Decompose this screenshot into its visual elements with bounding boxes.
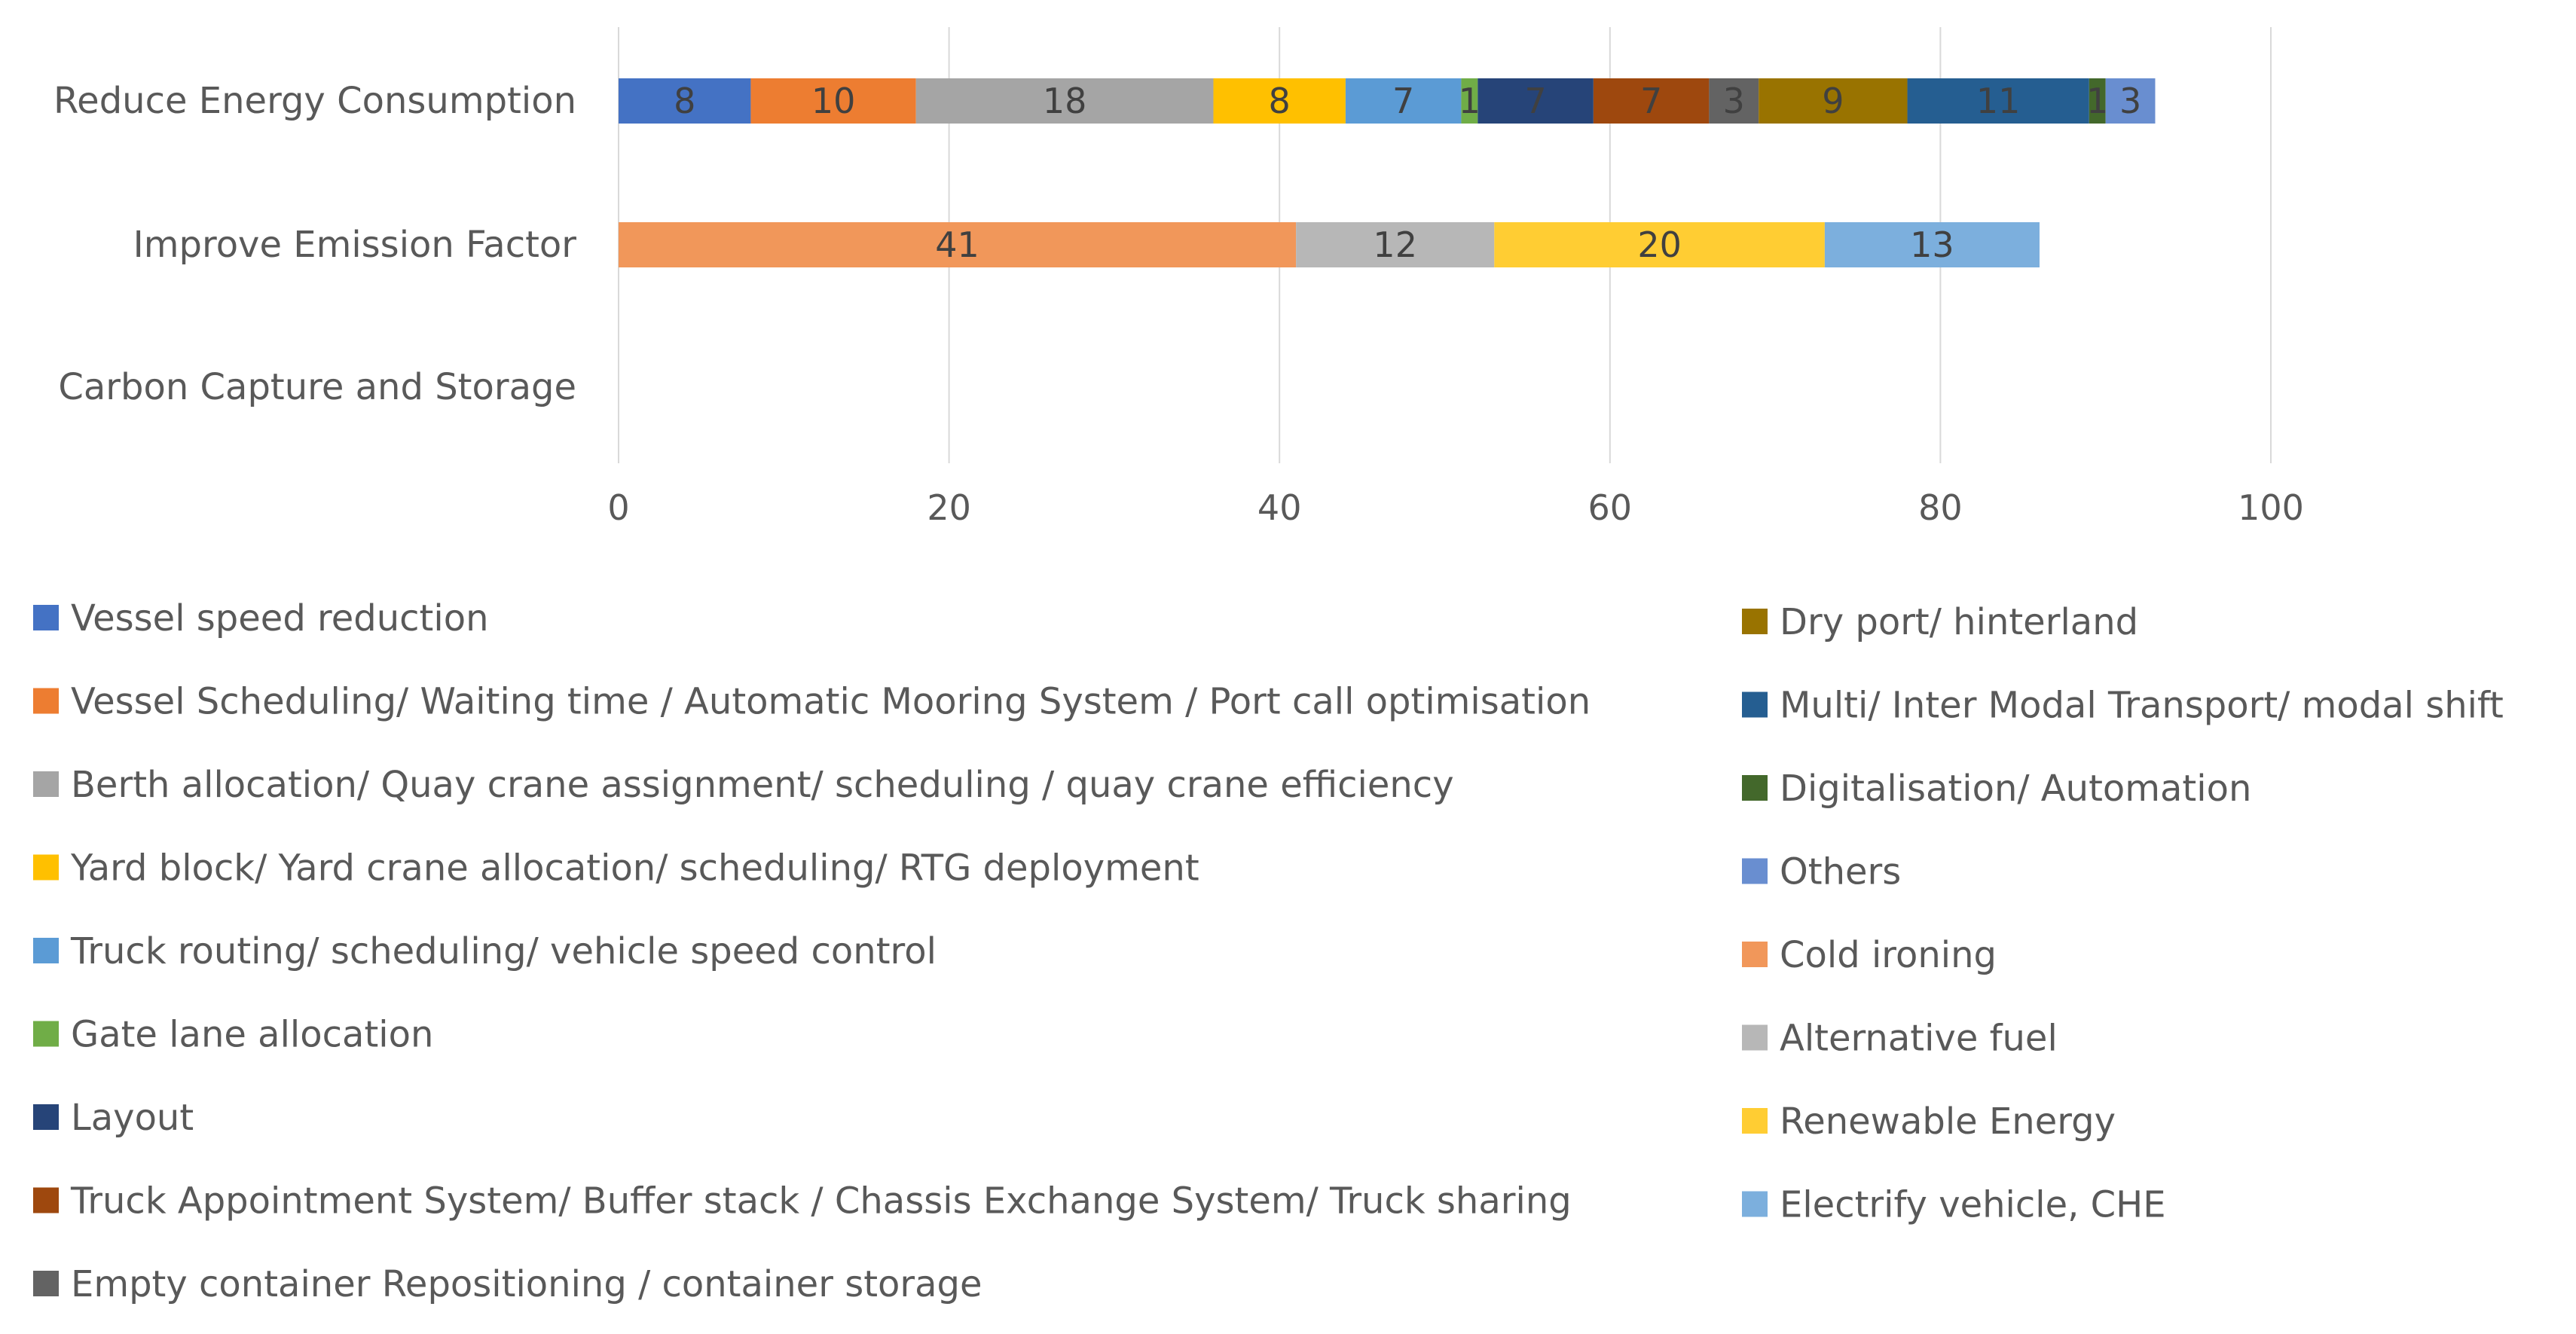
data-label: 18 — [1043, 81, 1087, 121]
legend-swatch — [1742, 775, 1768, 801]
legend-swatch — [33, 688, 59, 714]
bar-segment — [1296, 222, 1495, 267]
data-label: 41 — [935, 224, 979, 265]
legend-label: Gate lane allocation — [71, 1014, 433, 1056]
data-label: 7 — [1524, 81, 1546, 121]
bar-segment — [619, 78, 751, 124]
legend-swatch — [33, 1271, 59, 1296]
data-label: 8 — [674, 81, 695, 121]
bar-segment — [750, 78, 916, 124]
x-tick-label: 80 — [1918, 487, 1963, 528]
legend-label: Yard block/ Yard crane allocation/ sched… — [70, 847, 1199, 890]
category-label: Reduce Energy Consumption — [53, 80, 576, 122]
legend-swatch — [1742, 1108, 1768, 1134]
bar-segment — [1213, 78, 1346, 124]
data-label: 9 — [1822, 81, 1844, 121]
legend-label: Berth allocation/ Quay crane assignment/… — [71, 764, 1454, 806]
x-axis-ticks: 0 20 40 60 80 100 — [607, 487, 2304, 528]
legend-swatch — [33, 1104, 59, 1130]
legend-swatch — [1742, 942, 1768, 967]
legend-swatch — [33, 771, 59, 797]
legend-swatch — [1742, 691, 1768, 718]
legend-label: Electrify vehicle, CHE — [1780, 1184, 2166, 1226]
legend-swatch — [33, 938, 59, 963]
bar-segment — [2105, 78, 2156, 124]
x-tick-label: 40 — [1257, 487, 1302, 528]
bar-segments: 8 10 18 8 7 1 7 7 3 9 11 1 341 12 20 13 — [619, 78, 2156, 267]
legend-label: Digitalisation/ Automation — [1780, 768, 2251, 810]
bar-segment — [619, 222, 1297, 267]
data-label: 20 — [1637, 224, 1682, 265]
bar-segment — [1345, 78, 1462, 124]
data-label: 1 — [1459, 81, 1481, 121]
data-label: 7 — [1392, 81, 1414, 121]
legend-swatch — [33, 1021, 59, 1047]
data-label: 3 — [2119, 81, 2141, 121]
data-label: 3 — [1723, 81, 1745, 121]
legend-swatch — [33, 605, 59, 630]
x-tick-label: 100 — [2238, 487, 2304, 528]
bar-segment — [1824, 222, 2040, 267]
legend-label: Cold ironing — [1780, 934, 1997, 976]
category-label: Improve Emission Factor — [133, 224, 577, 266]
legend-label: Truck routing/ scheduling/ vehicle speed… — [70, 930, 937, 972]
bar-segment — [1461, 78, 1478, 124]
legend-swatch — [1742, 858, 1768, 884]
bar-segment — [1907, 78, 2089, 124]
legend-label: Alternative fuel — [1780, 1018, 2058, 1060]
legend-label: Vessel Scheduling/ Waiting time / Automa… — [71, 681, 1591, 723]
legend-label: Renewable Energy — [1780, 1100, 2116, 1143]
data-label: 13 — [1910, 224, 1954, 265]
x-tick-label: 0 — [607, 487, 629, 528]
bar-segment — [915, 78, 1214, 124]
legend-swatch — [1742, 609, 1768, 634]
data-label: 8 — [1269, 81, 1291, 121]
legend-label: Vessel speed reduction — [71, 597, 488, 640]
legend-swatch — [1742, 1024, 1768, 1051]
legend-label: Layout — [71, 1097, 194, 1139]
legend-label: Multi/ Inter Modal Transport/ modal shif… — [1780, 685, 2504, 727]
bar-segment — [1477, 78, 1594, 124]
legend-label: Others — [1780, 851, 1901, 893]
data-label: 11 — [1976, 81, 2021, 121]
category-labels: Reduce Energy Consumption Improve Emissio… — [53, 80, 576, 408]
bar-segment — [1593, 78, 1710, 124]
data-label: 7 — [1640, 81, 1662, 121]
x-tick-label: 20 — [927, 487, 971, 528]
legend-label: Empty container Repositioning / containe… — [71, 1263, 982, 1305]
legend: Vessel speed reduction Vessel Scheduling/… — [33, 597, 2504, 1305]
legend-swatch — [33, 1187, 59, 1213]
bar-segment — [1709, 78, 1759, 124]
x-tick-label: 60 — [1588, 487, 1633, 528]
bar-segment — [1759, 78, 1908, 124]
data-label: 10 — [811, 81, 856, 121]
bar-segment — [1494, 222, 1825, 267]
bar-segment — [2089, 78, 2106, 124]
data-label: 1 — [2086, 81, 2108, 121]
legend-label: Dry port/ hinterland — [1780, 601, 2138, 643]
legend-swatch — [33, 854, 59, 881]
legend-label: Truck Appointment System/ Buffer stack /… — [70, 1180, 1572, 1223]
data-label: 12 — [1373, 224, 1417, 265]
category-label: Carbon Capture and Storage — [58, 366, 576, 408]
legend-swatch — [1742, 1191, 1768, 1217]
